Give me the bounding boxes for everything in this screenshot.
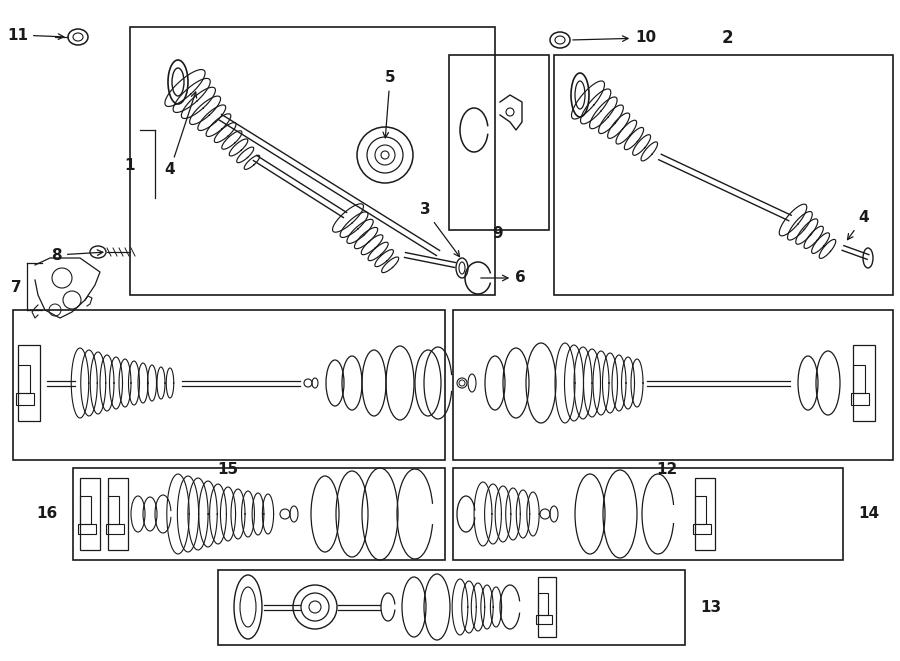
Bar bbox=[853, 345, 875, 421]
Bar bbox=[106, 524, 124, 534]
Bar bbox=[695, 496, 706, 524]
Bar bbox=[453, 310, 893, 460]
Bar bbox=[693, 524, 711, 534]
Bar bbox=[73, 468, 445, 560]
Text: 11: 11 bbox=[7, 28, 64, 42]
Text: 13: 13 bbox=[700, 600, 721, 615]
Bar bbox=[695, 478, 715, 550]
Bar bbox=[538, 577, 556, 637]
Bar bbox=[536, 615, 552, 624]
Text: 6: 6 bbox=[481, 270, 526, 286]
Text: 7: 7 bbox=[12, 280, 22, 295]
Text: 4: 4 bbox=[848, 210, 868, 240]
Bar bbox=[453, 468, 843, 560]
Text: 12: 12 bbox=[656, 462, 678, 477]
Bar bbox=[538, 593, 548, 615]
Text: 3: 3 bbox=[419, 202, 460, 256]
Bar bbox=[851, 393, 869, 405]
Bar bbox=[853, 365, 865, 393]
Text: 16: 16 bbox=[37, 506, 58, 522]
Bar bbox=[80, 496, 91, 524]
Bar bbox=[130, 27, 495, 295]
Text: 8: 8 bbox=[51, 247, 103, 262]
Bar bbox=[218, 570, 685, 645]
Text: 2: 2 bbox=[721, 29, 733, 47]
Text: 14: 14 bbox=[858, 506, 879, 522]
Text: 1: 1 bbox=[124, 157, 135, 173]
Text: 4: 4 bbox=[165, 92, 196, 178]
Text: 10: 10 bbox=[572, 30, 656, 46]
Text: 5: 5 bbox=[383, 71, 395, 138]
Bar bbox=[80, 478, 100, 550]
Bar bbox=[449, 55, 549, 230]
Bar bbox=[78, 524, 96, 534]
Bar bbox=[16, 393, 34, 405]
Text: 9: 9 bbox=[492, 225, 503, 241]
Bar bbox=[18, 345, 40, 421]
Bar bbox=[108, 478, 128, 550]
Bar bbox=[554, 55, 893, 295]
Bar bbox=[18, 365, 30, 393]
Bar bbox=[108, 496, 119, 524]
Bar bbox=[13, 310, 445, 460]
Text: 15: 15 bbox=[218, 462, 238, 477]
